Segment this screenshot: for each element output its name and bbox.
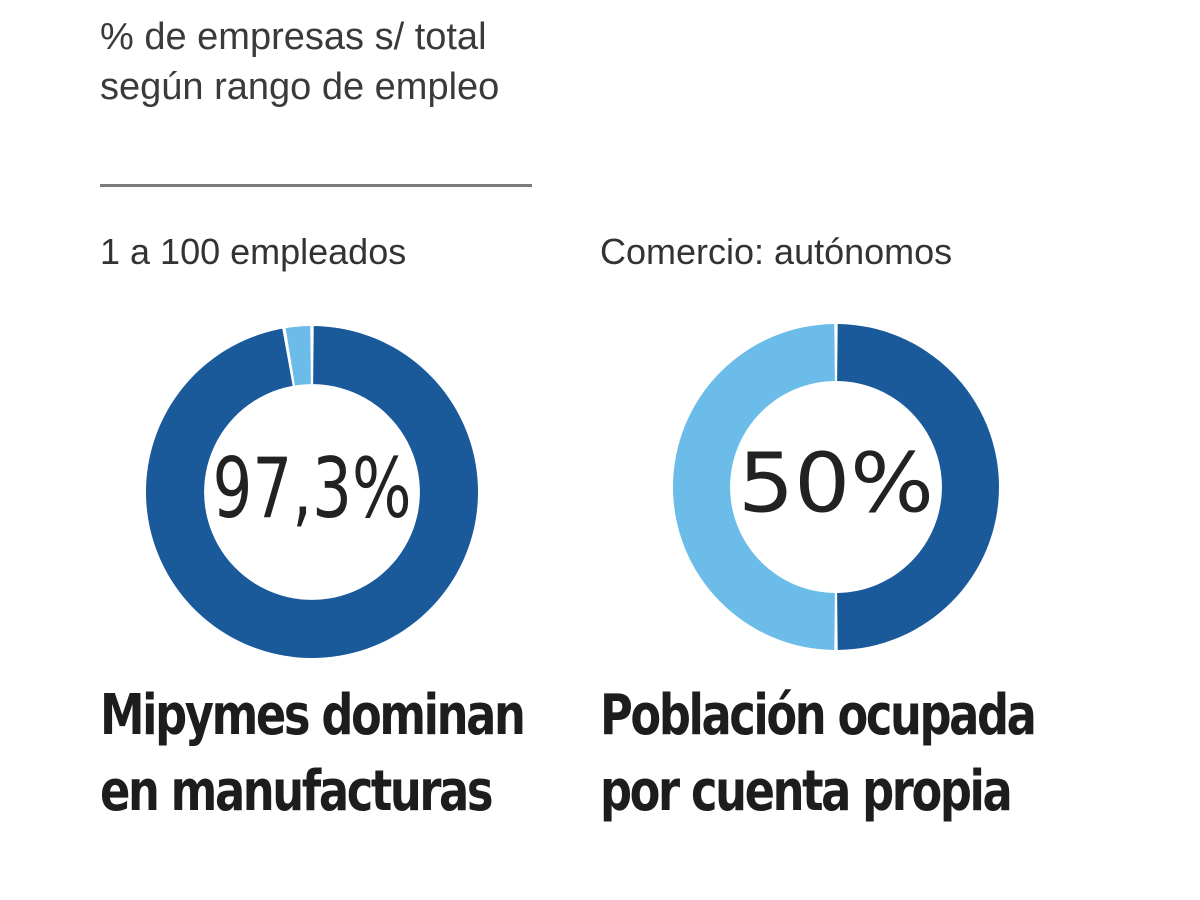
headline-left: Mipymes dominan en manufacturas	[100, 678, 526, 830]
donut-1-slice-1	[673, 324, 835, 650]
donut-chart-right: 50%	[673, 324, 999, 650]
headline-right-line-2: por cuenta propia	[600, 759, 1013, 824]
headline-left-line-1: Mipymes dominan	[100, 683, 526, 748]
donut-label-left: 1 a 100 empleados	[100, 231, 407, 272]
donut-1-center-value: 50%	[738, 436, 934, 531]
chart-subtitle: % de empresas s/ total según rango de em…	[100, 16, 500, 108]
headline-left-line-2: en manufacturas	[100, 759, 494, 824]
donut-0-slice-0	[146, 326, 479, 658]
headline-right-line-1: Población ocupada	[600, 683, 1037, 748]
donut-1-slice-0	[837, 324, 999, 650]
donut-label-right: Comercio: autónomos	[600, 231, 953, 272]
divider-line	[100, 184, 532, 187]
donut-0-slice-1	[285, 326, 311, 386]
headline-right: Población ocupada por cuenta propia	[600, 678, 1037, 830]
donut-chart-left: 97,3%	[146, 326, 479, 658]
donut-0-center-value: 97,3%	[213, 440, 412, 537]
